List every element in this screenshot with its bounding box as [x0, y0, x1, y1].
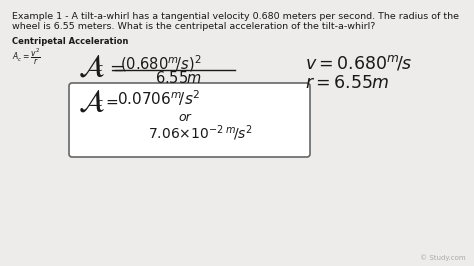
Text: or: or	[179, 111, 191, 124]
Text: $A_c = \dfrac{v^2}{r}$: $A_c = \dfrac{v^2}{r}$	[12, 46, 41, 67]
Text: $\mathcal{A}$: $\mathcal{A}$	[78, 88, 105, 117]
Text: $_c$: $_c$	[96, 94, 104, 109]
Text: $=$: $=$	[103, 94, 119, 109]
Text: $=$: $=$	[106, 59, 125, 77]
Text: $(0.680^m\!/s)^2$: $(0.680^m\!/s)^2$	[120, 53, 201, 74]
Text: Example 1 - A tilt-a-whirl has a tangential velocity 0.680 meters per second. Th: Example 1 - A tilt-a-whirl has a tangent…	[12, 12, 459, 21]
Text: $\mathcal{A}$: $\mathcal{A}$	[78, 53, 105, 82]
Text: $0.0706^m\!/s^2$: $0.0706^m\!/s^2$	[117, 88, 201, 108]
Text: $v = 0.680^m\!/s$: $v = 0.680^m\!/s$	[305, 53, 412, 72]
Text: © Study.com: © Study.com	[420, 254, 465, 261]
FancyBboxPatch shape	[69, 83, 310, 157]
Text: $7.06{\times}10^{-2}\,^m\!/s^2$: $7.06{\times}10^{-2}\,^m\!/s^2$	[148, 123, 253, 143]
Text: Centripetal Acceleration: Centripetal Acceleration	[12, 37, 128, 46]
Text: wheel is 6.55 meters. What is the centripetal acceleration of the tilt-a-whirl?: wheel is 6.55 meters. What is the centri…	[12, 22, 375, 31]
Text: $6.55m$: $6.55m$	[155, 70, 202, 86]
Text: $_c$: $_c$	[96, 59, 104, 74]
Text: $r = 6.55m$: $r = 6.55m$	[305, 74, 389, 92]
